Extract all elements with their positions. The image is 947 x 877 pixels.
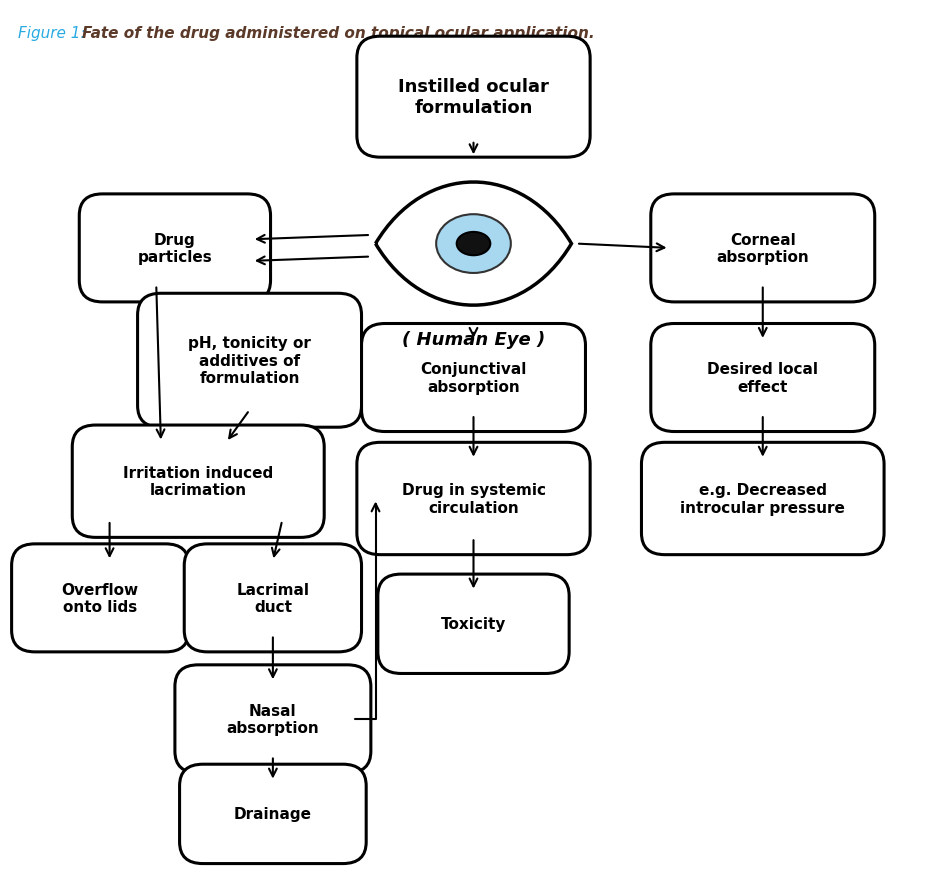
Text: pH, tonicity or
additives of
formulation: pH, tonicity or additives of formulation: [188, 336, 311, 386]
FancyBboxPatch shape: [180, 765, 366, 864]
Text: Corneal
absorption: Corneal absorption: [716, 232, 809, 265]
Text: Fate of the drug administered on topical ocular application.: Fate of the drug administered on topical…: [81, 26, 594, 41]
Text: Nasal
absorption: Nasal absorption: [226, 702, 319, 735]
FancyBboxPatch shape: [357, 37, 590, 158]
Text: Lacrimal
duct: Lacrimal duct: [237, 582, 310, 615]
Text: Desired local
effect: Desired local effect: [707, 362, 818, 395]
Text: Drug
particles: Drug particles: [137, 232, 212, 265]
Ellipse shape: [456, 232, 491, 256]
Text: Conjunctival
absorption: Conjunctival absorption: [420, 362, 527, 395]
FancyBboxPatch shape: [357, 443, 590, 555]
FancyBboxPatch shape: [137, 294, 362, 428]
FancyBboxPatch shape: [11, 545, 188, 652]
Text: Overflow
onto lids: Overflow onto lids: [62, 582, 139, 615]
FancyBboxPatch shape: [185, 545, 362, 652]
FancyBboxPatch shape: [651, 195, 875, 303]
Text: Drainage: Drainage: [234, 807, 312, 822]
PathPatch shape: [376, 182, 571, 306]
Text: e.g. Decreased
introcular pressure: e.g. Decreased introcular pressure: [680, 482, 846, 515]
Ellipse shape: [437, 215, 510, 274]
Text: Figure 1:: Figure 1:: [18, 26, 91, 41]
Text: Toxicity: Toxicity: [440, 617, 507, 631]
FancyBboxPatch shape: [378, 574, 569, 674]
FancyBboxPatch shape: [80, 195, 271, 303]
Text: Drug in systemic
circulation: Drug in systemic circulation: [402, 482, 545, 515]
FancyBboxPatch shape: [72, 425, 324, 538]
FancyBboxPatch shape: [362, 324, 585, 432]
FancyBboxPatch shape: [641, 443, 884, 555]
FancyBboxPatch shape: [651, 324, 875, 432]
FancyBboxPatch shape: [175, 665, 371, 773]
Text: Instilled ocular
formulation: Instilled ocular formulation: [398, 78, 549, 117]
Text: Irritation induced
lacrimation: Irritation induced lacrimation: [123, 466, 274, 498]
Text: ( Human Eye ): ( Human Eye ): [402, 331, 545, 348]
